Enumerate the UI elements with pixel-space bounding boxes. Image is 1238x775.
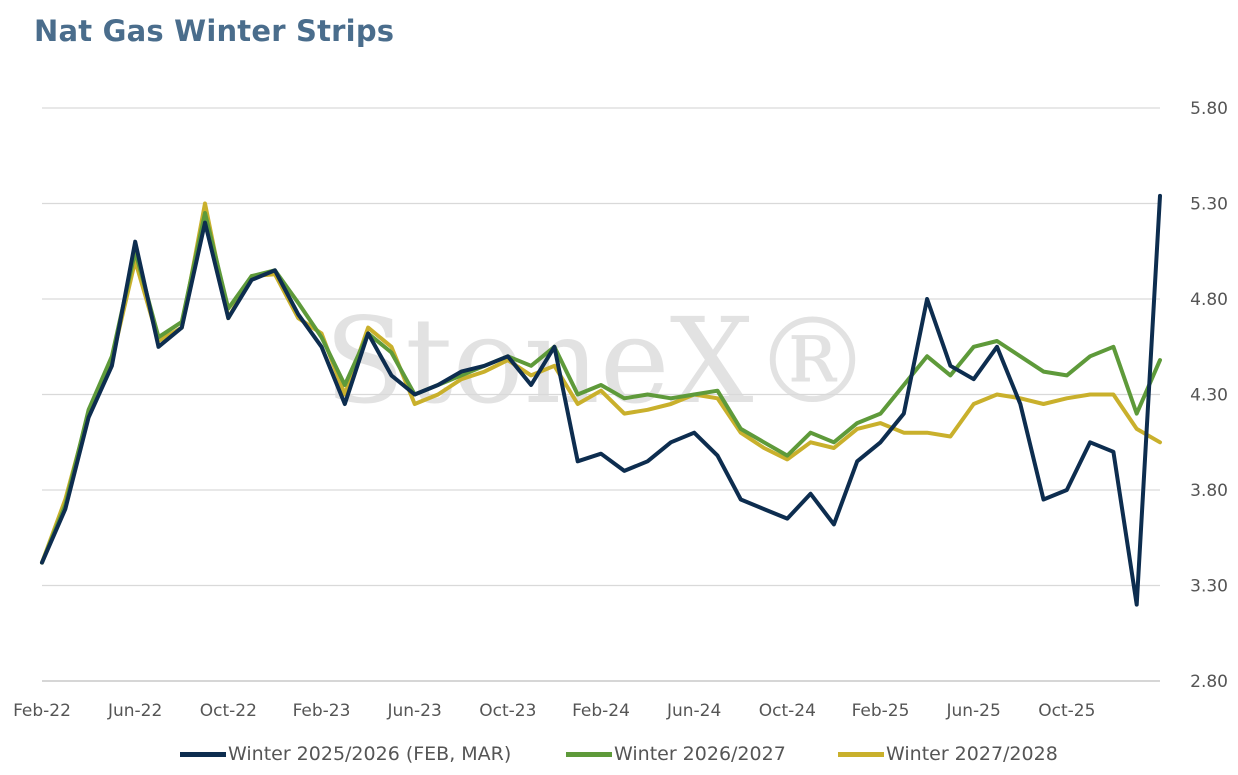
legend-label: Winter 2027/2028 — [886, 743, 1058, 765]
legend-label: Winter 2025/2026 (FEB, MAR) — [228, 743, 512, 765]
series-line-winter-2026-2027 — [40, 211, 1162, 565]
y-tick-label: 4.30 — [1190, 386, 1228, 406]
x-tick-label: Feb-25 — [852, 701, 910, 721]
legend: Winter 2025/2026 (FEB, MAR) Winter 2026/… — [0, 740, 1238, 770]
legend-swatch — [838, 751, 884, 757]
series-lines — [40, 193, 1162, 607]
y-tick-label: 2.80 — [1190, 672, 1228, 692]
x-tick-label: Feb-23 — [293, 701, 351, 721]
legend-swatch — [566, 751, 612, 757]
y-axis-tick-labels: 2.80 3.30 3.80 4.30 4.80 5.30 5.80 — [1190, 99, 1228, 692]
legend-item-winter-2027-2028: Winter 2027/2028 — [838, 740, 1058, 768]
x-tick-label: Oct-23 — [479, 701, 536, 721]
x-tick-label: Oct-22 — [200, 701, 257, 721]
legend-swatch — [180, 751, 226, 757]
x-tick-label: Jun-24 — [666, 701, 721, 721]
series-line-winter-2025-2026-feb-mar — [40, 193, 1162, 607]
y-tick-label: 5.30 — [1190, 195, 1228, 215]
y-tick-label: 3.80 — [1190, 481, 1228, 501]
legend-item-winter-2025-2026: Winter 2025/2026 (FEB, MAR) — [180, 740, 511, 768]
x-axis-tick-labels: Feb-22 Jun-22 Oct-22 Feb-23 Jun-23 Oct-23 Feb-… — [13, 701, 1095, 721]
chart-title: Nat Gas Winter Strips — [34, 14, 395, 48]
watermark: StoneX® — [324, 292, 871, 430]
y-tick-label: 3.30 — [1190, 577, 1228, 597]
x-tick-label: Feb-24 — [572, 701, 630, 721]
x-tick-label: Oct-25 — [1038, 701, 1095, 721]
x-tick-label: Jun-22 — [107, 701, 162, 721]
gridlines — [42, 107, 1160, 682]
y-tick-label: 5.80 — [1190, 99, 1228, 119]
x-tick-label: Feb-22 — [13, 701, 71, 721]
y-tick-label: 4.80 — [1190, 290, 1228, 310]
x-tick-label: Jun-23 — [386, 701, 441, 721]
legend-item-winter-2026-2027: Winter 2026/2027 — [566, 740, 786, 768]
legend-label: Winter 2026/2027 — [614, 743, 786, 765]
x-tick-label: Oct-24 — [759, 701, 816, 721]
x-tick-label: Jun-25 — [945, 701, 1000, 721]
